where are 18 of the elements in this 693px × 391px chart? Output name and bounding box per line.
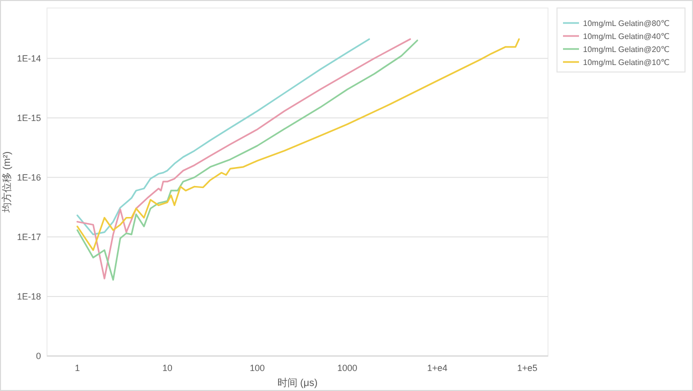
y-tick-label: 1E-17: [16, 232, 41, 242]
x-tick-label: 1: [74, 363, 80, 373]
x-tick-label: 10: [162, 363, 172, 373]
legend-label: 10mg/mL Gelatin@20℃: [583, 44, 670, 54]
x-tick-label: 1+e4: [427, 363, 448, 373]
y-axis-title: 均方位移 (m²): [1, 151, 13, 214]
y-tick-label: 1E-16: [16, 172, 41, 183]
legend-label: 10mg/mL Gelatin@80℃: [583, 18, 670, 28]
legend-label: 10mg/mL Gelatin@10℃: [583, 58, 670, 67]
x-axis-title: 时间 (μs): [277, 377, 318, 389]
y-tick-label: 1E-18: [16, 292, 41, 302]
y-tick-label: 1E-15: [16, 113, 41, 123]
x-tick-label: 100: [250, 363, 265, 373]
x-tick-label: 1000: [337, 363, 358, 373]
y-tick-label: 0: [36, 351, 41, 362]
legend-label: 10mg/mL Gelatin@40℃: [583, 32, 670, 41]
x-tick-label: 1+e5: [517, 363, 538, 373]
y-tick-label: 1E-14: [16, 53, 41, 64]
